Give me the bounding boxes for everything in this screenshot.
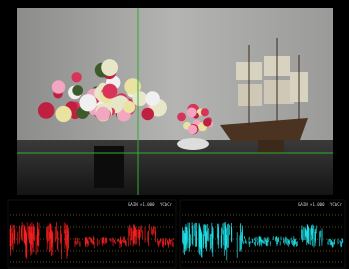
table [17,140,333,195]
flower [187,107,197,117]
flower [71,72,81,82]
flower [123,101,135,113]
flower [141,108,154,121]
flower [55,106,71,122]
flower [145,91,160,106]
mode-label: YCbCr [330,202,343,207]
flower [188,125,197,134]
flower [72,85,83,96]
monitor-screen: GAIN ×1.000 YCbCr GAIN ×1.000 YCbCr [0,0,349,269]
flower [79,94,96,111]
flower [177,112,186,121]
video-frame [17,8,333,195]
flower [101,59,118,76]
vase [94,146,124,188]
gain-label: GAIN ×1.000 [298,202,325,207]
flower [96,107,110,121]
flower [38,102,55,119]
bowl [177,138,209,150]
flower [52,80,65,93]
waveform-panel: GAIN ×1.000 YCbCr [8,200,176,268]
flower [201,108,209,116]
page: GAIN ×1.000 YCbCr GAIN ×1.000 YCbCr (() … [0,0,349,269]
flower [203,118,211,126]
waveform-panel: GAIN ×1.000 YCbCr [180,200,345,268]
flower [132,91,147,106]
gain-label: GAIN ×1.000 [128,202,155,207]
mode-label: YCbCr [160,202,173,207]
flower [102,84,117,99]
